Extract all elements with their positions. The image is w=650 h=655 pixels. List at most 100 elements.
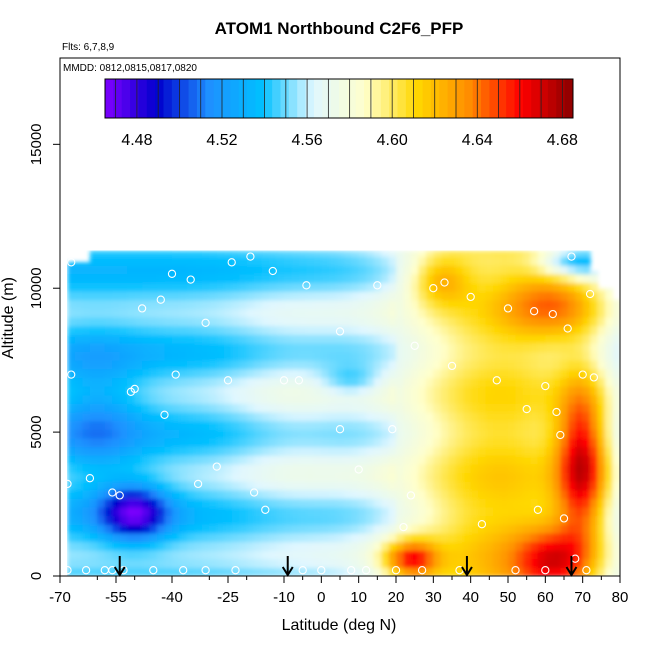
sample-points — [63, 252, 599, 575]
sample-point-35 — [302, 281, 311, 290]
sample-point-23 — [201, 318, 210, 327]
sample-point-42 — [373, 281, 382, 290]
y-tick-label-1: 5000 — [28, 415, 45, 448]
colorbar-tick-label-3: 4.60 — [377, 132, 408, 149]
arrow-marker-3 — [565, 556, 578, 577]
sample-point-33 — [294, 376, 304, 385]
sample-point-64 — [552, 407, 561, 417]
colorbar — [104, 78, 574, 119]
sample-point-62 — [541, 566, 550, 575]
sample-point-32 — [279, 376, 289, 385]
sample-point-19 — [179, 566, 188, 575]
sample-point-37 — [335, 425, 345, 434]
sample-point-51 — [447, 361, 457, 371]
x-tick-label-4: -10 — [273, 589, 295, 606]
sample-point-15 — [156, 295, 165, 304]
sample-point-22 — [201, 566, 210, 575]
sample-point-47 — [410, 341, 419, 350]
sample-point-53 — [466, 292, 475, 302]
sample-point-1 — [63, 479, 72, 489]
x-tick-label-0: -70 — [49, 589, 71, 606]
y-axis: 0 5000 10000 15000 — [28, 123, 60, 580]
sample-point-40 — [354, 465, 363, 474]
heatmap-field — [67, 250, 620, 576]
flights-annotation: Flts: 6,7,8,9 — [62, 42, 115, 53]
colorbar-tick-label-1: 4.52 — [206, 132, 237, 149]
sample-point-7 — [108, 488, 117, 497]
sample-point-12 — [126, 387, 136, 396]
sample-point-57 — [511, 566, 520, 575]
sample-point-70 — [578, 370, 587, 379]
sample-point-60 — [533, 505, 543, 514]
x-tick-label-12: 70 — [574, 589, 591, 606]
sample-point-30 — [261, 505, 270, 514]
sample-point-29 — [249, 488, 259, 497]
colorbar-ticks: 4.48 4.52 4.56 4.60 4.64 4.68 — [121, 132, 578, 149]
sample-point-45 — [399, 522, 408, 532]
sample-point-65 — [556, 430, 565, 440]
sample-point-24 — [212, 462, 221, 471]
sample-point-43 — [388, 425, 397, 434]
colorbar-tick-label-2: 4.56 — [292, 132, 323, 149]
sample-point-31 — [268, 266, 277, 276]
sample-point-41 — [361, 566, 371, 575]
sample-point-63 — [548, 309, 557, 319]
arrow-marker-2 — [461, 556, 473, 577]
sample-point-55 — [492, 376, 501, 385]
arrow-markers — [113, 556, 578, 577]
sample-point-18 — [171, 370, 180, 379]
sample-point-54 — [477, 520, 487, 529]
x-tick-label-1: -55 — [105, 589, 127, 606]
sample-point-49 — [429, 284, 438, 293]
sample-point-5 — [85, 474, 95, 483]
y-tick-label-2: 10000 — [28, 267, 45, 309]
x-tick-label-13: 80 — [612, 589, 629, 606]
y-tick-label-3: 15000 — [28, 123, 45, 165]
sample-point-58 — [522, 404, 531, 414]
x-tick-label-9: 40 — [462, 589, 479, 606]
x-tick-label-3: -25 — [217, 589, 239, 606]
x-axis-label: Latitude (deg N) — [282, 617, 397, 634]
arrow-marker-1 — [281, 556, 294, 577]
sample-point-56 — [503, 304, 513, 313]
x-tick-label-6: 10 — [350, 589, 367, 606]
sample-point-71 — [582, 566, 591, 575]
sample-point-13 — [137, 304, 147, 313]
sample-point-27 — [231, 566, 240, 575]
sample-point-44 — [391, 566, 401, 575]
sample-point-14 — [149, 566, 158, 575]
sample-point-66 — [559, 514, 569, 523]
colorbar-tick-label-5: 4.68 — [547, 132, 578, 149]
x-tick-label-7: 20 — [388, 589, 405, 606]
sample-point-50 — [440, 278, 449, 287]
sample-point-73 — [589, 373, 599, 382]
chart-title: ATOM1 Northbound C2F6_PFP — [215, 19, 464, 38]
sample-point-68 — [567, 252, 576, 261]
sample-point-61 — [541, 381, 550, 391]
sample-point-72 — [585, 289, 595, 299]
sample-point-46 — [406, 491, 416, 500]
sample-point-26 — [227, 258, 236, 267]
sample-point-39 — [347, 566, 356, 575]
x-tick-label-5: 0 — [317, 589, 325, 606]
colorbar-tick-label-4: 4.64 — [462, 132, 493, 149]
x-tick-label-11: 60 — [537, 589, 554, 606]
arrow-marker-0 — [113, 556, 126, 577]
sample-point-67 — [563, 324, 572, 333]
sample-point-34 — [298, 566, 307, 575]
sample-point-0 — [63, 566, 72, 575]
sample-point-2 — [67, 370, 76, 379]
sample-point-25 — [223, 376, 233, 385]
sample-point-17 — [167, 269, 177, 278]
colorbar-tick-label-0: 4.48 — [121, 132, 152, 149]
sample-point-36 — [317, 566, 326, 575]
sample-point-9 — [115, 491, 124, 500]
dates-annotation: MMDD: 0812,0815,0817,0820 — [63, 63, 197, 74]
sample-point-59 — [529, 307, 539, 316]
sample-point-20 — [186, 275, 195, 284]
sample-point-3 — [67, 258, 76, 267]
x-axis: -70 -55 -40 -25 -10 0 10 20 30 40 50 60 70 80 — [49, 575, 629, 606]
y-tick-label-0: 0 — [28, 572, 45, 580]
sample-point-4 — [81, 566, 91, 575]
